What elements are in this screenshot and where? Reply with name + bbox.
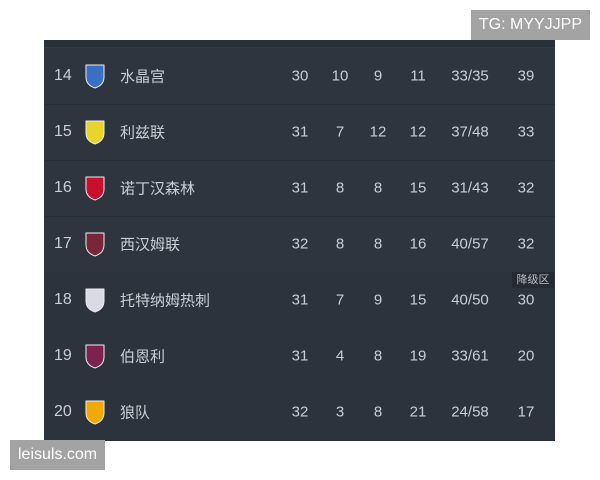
goals-for-against: 33/61 bbox=[451, 347, 489, 365]
table-top-edge bbox=[44, 40, 555, 48]
watermark-top-right: TG: MYYJJPP bbox=[470, 10, 590, 40]
crystal-palace-crest-icon bbox=[84, 63, 106, 89]
drawn: 9 bbox=[373, 67, 383, 85]
goals-for-against: 33/35 bbox=[451, 67, 489, 85]
lost: 21 bbox=[409, 403, 427, 421]
goals-for-against: 37/48 bbox=[451, 123, 489, 141]
played: 32 bbox=[291, 235, 309, 253]
west-ham-crest-icon bbox=[84, 231, 106, 257]
relegation-zone-label: 降级区 bbox=[512, 272, 554, 288]
table-row[interactable]: 15 利兹联 31 7 12 12 37/48 33 bbox=[44, 104, 555, 161]
lost: 15 bbox=[409, 291, 427, 309]
team-name: 诺丁汉森林 bbox=[120, 180, 196, 198]
won: 8 bbox=[335, 235, 345, 253]
played: 31 bbox=[291, 291, 309, 309]
team-name: 水晶宫 bbox=[120, 68, 166, 86]
rank: 19 bbox=[54, 347, 72, 364]
leeds-crest-icon bbox=[84, 119, 106, 145]
rank: 16 bbox=[54, 179, 72, 196]
team-name: 托特纳姆热刺 bbox=[120, 292, 211, 310]
lost: 19 bbox=[409, 347, 427, 365]
table-row[interactable]: 17 西汉姆联 32 8 8 16 40/57 32 bbox=[44, 216, 555, 273]
tottenham-crest-icon bbox=[84, 287, 106, 313]
lost: 12 bbox=[409, 123, 427, 141]
team-name: 狼队 bbox=[120, 404, 151, 422]
played: 31 bbox=[291, 123, 309, 141]
table-row[interactable]: 18 托特纳姆热刺 31 7 9 15 40/50 30 bbox=[44, 272, 555, 329]
played: 30 bbox=[291, 67, 309, 85]
points: 20 bbox=[517, 347, 535, 365]
drawn: 9 bbox=[373, 291, 383, 309]
points: 32 bbox=[517, 235, 535, 253]
goals-for-against: 40/50 bbox=[451, 291, 489, 309]
table-row[interactable]: 14 水晶宫 30 10 9 11 33/35 39 bbox=[44, 48, 555, 105]
rank: 14 bbox=[54, 67, 72, 84]
points: 39 bbox=[517, 67, 535, 85]
drawn: 8 bbox=[373, 179, 383, 197]
points: 30 bbox=[517, 291, 535, 309]
drawn: 12 bbox=[369, 123, 387, 141]
rank: 18 bbox=[54, 291, 72, 308]
standings-table: 14 水晶宫 30 10 9 11 33/35 39 15 利兹联 31 7 12… bbox=[44, 40, 555, 441]
points: 17 bbox=[517, 403, 535, 421]
goals-for-against: 24/58 bbox=[451, 403, 489, 421]
goals-for-against: 31/43 bbox=[451, 179, 489, 197]
burnley-crest-icon bbox=[84, 343, 106, 369]
watermark-bottom-left: leisuls.com bbox=[10, 440, 106, 470]
won: 7 bbox=[335, 291, 345, 309]
won: 3 bbox=[335, 403, 345, 421]
played: 32 bbox=[291, 403, 309, 421]
team-name: 利兹联 bbox=[120, 124, 166, 142]
won: 10 bbox=[331, 67, 349, 85]
played: 31 bbox=[291, 347, 309, 365]
rank: 17 bbox=[54, 235, 72, 252]
wolves-crest-icon bbox=[84, 399, 106, 425]
points: 32 bbox=[517, 179, 535, 197]
played: 31 bbox=[291, 179, 309, 197]
drawn: 8 bbox=[373, 347, 383, 365]
won: 7 bbox=[335, 123, 345, 141]
team-name: 西汉姆联 bbox=[120, 236, 181, 254]
lost: 11 bbox=[410, 67, 426, 85]
table-row[interactable]: 16 诺丁汉森林 31 8 8 15 31/43 32 bbox=[44, 160, 555, 217]
points: 33 bbox=[517, 123, 535, 141]
lost: 15 bbox=[409, 179, 427, 197]
drawn: 8 bbox=[373, 403, 383, 421]
table-row[interactable]: 19 伯恩利 31 4 8 19 33/61 20 bbox=[44, 328, 555, 385]
goals-for-against: 40/57 bbox=[451, 235, 489, 253]
table-row[interactable]: 20 狼队 32 3 8 21 24/58 17 bbox=[44, 384, 555, 441]
won: 8 bbox=[335, 179, 345, 197]
rank: 15 bbox=[54, 123, 72, 140]
won: 4 bbox=[335, 347, 345, 365]
rank: 20 bbox=[54, 403, 72, 420]
lost: 16 bbox=[409, 235, 427, 253]
drawn: 8 bbox=[373, 235, 383, 253]
team-name: 伯恩利 bbox=[120, 348, 166, 366]
nottingham-forest-crest-icon bbox=[84, 175, 106, 201]
